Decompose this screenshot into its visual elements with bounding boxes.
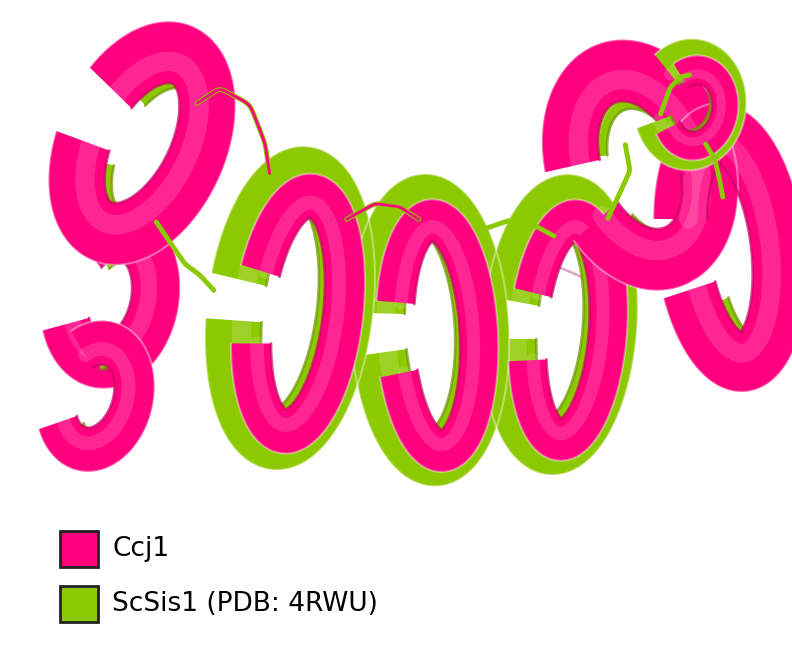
- Polygon shape: [39, 321, 154, 472]
- Bar: [60, 586, 98, 622]
- Polygon shape: [508, 199, 628, 461]
- Polygon shape: [637, 39, 746, 170]
- Polygon shape: [376, 199, 498, 472]
- Polygon shape: [676, 127, 792, 380]
- Polygon shape: [61, 223, 174, 382]
- Text: Ccj1: Ccj1: [112, 536, 169, 562]
- Polygon shape: [231, 174, 365, 454]
- Polygon shape: [71, 44, 228, 253]
- Polygon shape: [653, 103, 792, 392]
- Bar: [60, 531, 98, 567]
- Polygon shape: [482, 174, 638, 475]
- Polygon shape: [43, 206, 180, 389]
- Text: ScSis1 (PDB: 4RWU): ScSis1 (PDB: 4RWU): [112, 591, 378, 617]
- Polygon shape: [563, 60, 733, 281]
- Polygon shape: [351, 174, 509, 486]
- Polygon shape: [205, 146, 375, 470]
- Polygon shape: [542, 40, 738, 291]
- Polygon shape: [657, 55, 738, 160]
- Polygon shape: [48, 21, 235, 265]
- Polygon shape: [56, 335, 149, 464]
